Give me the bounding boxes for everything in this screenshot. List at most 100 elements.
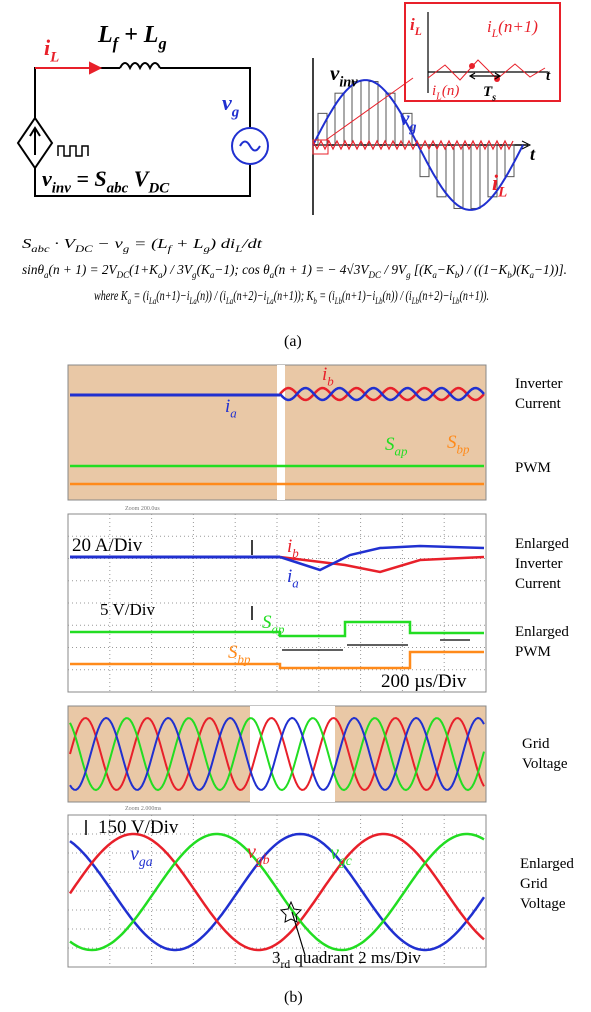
label-part: S	[228, 642, 238, 663]
label-part: quadrant 2 ms/Div	[290, 948, 421, 967]
label-part: = S	[71, 166, 107, 191]
subscript: bp	[238, 652, 251, 667]
subscript: L	[497, 185, 507, 201]
caption: (a)	[284, 333, 302, 350]
label-part: v	[42, 166, 52, 191]
label-part: ) / ((1−K	[458, 263, 508, 278]
caption: (b)	[284, 989, 303, 1006]
label-part: −K	[437, 263, 455, 278]
label-part: [(K	[411, 263, 433, 278]
label-part: (n)) / (i	[197, 289, 226, 304]
subscript: L	[491, 27, 498, 40]
side-label: Inverter	[515, 556, 562, 572]
subscript: a	[230, 406, 236, 421]
label-part: / 9V	[381, 263, 407, 278]
label-part: −1))].	[534, 263, 567, 278]
label-part: + L	[171, 237, 204, 252]
subscript: L	[49, 50, 59, 66]
label-part: (n+1)−i	[156, 289, 189, 304]
label-part: S	[385, 434, 395, 455]
label-part: sinθ	[22, 263, 44, 278]
scale-label: 20 A/Div	[72, 535, 143, 556]
subscript: DC	[147, 181, 170, 197]
current-arrowhead	[90, 63, 100, 73]
t-label: t	[530, 144, 536, 164]
period-arrow	[470, 73, 500, 79]
pwm-pulse	[369, 82, 378, 145]
subscript: DC	[368, 271, 382, 281]
scope-window	[277, 365, 285, 500]
side-label: Voltage	[520, 896, 566, 912]
label-part: v	[222, 90, 232, 115]
subscript: bp	[457, 442, 470, 457]
label-part: S	[447, 432, 457, 453]
zoom-label: Zoom 2.000ms	[125, 806, 162, 812]
label-part: = (i	[131, 289, 149, 304]
subscript: abc	[107, 181, 129, 197]
subscript: g	[157, 34, 166, 53]
scale-label: 5 V/Div	[100, 600, 155, 619]
subscript: L	[414, 25, 422, 38]
subscript: ap	[395, 444, 408, 459]
subscript: b	[327, 374, 334, 389]
subscript: inv	[52, 181, 71, 197]
label-part: 3	[272, 948, 281, 967]
subscript: ap	[272, 622, 285, 637]
label-part: (n+1)); K	[274, 289, 314, 304]
label-part: L	[97, 22, 113, 48]
label-part: ) / 3V	[162, 263, 194, 278]
inset-wave	[428, 60, 545, 80]
pwm-pulse	[437, 145, 446, 197]
inset-sample-label: iL(n)	[432, 83, 459, 103]
label-part: v	[330, 842, 339, 864]
side-label: PWM	[515, 644, 551, 660]
subscript: gb	[256, 852, 270, 867]
subscript: DC	[74, 245, 94, 255]
subscript: g	[231, 105, 240, 121]
side-label: Current	[515, 576, 562, 592]
subscript: Lb	[411, 297, 419, 307]
label-part: (n)	[442, 83, 460, 99]
quadrant-label: 3rd quadrant 2 ms/Div	[272, 948, 421, 971]
label-part: + L	[118, 22, 158, 48]
current-label: iL	[44, 35, 59, 66]
label-part: v	[130, 843, 139, 865]
equation: where Ka = (iLa(n+1)−iLa(n)) / (iLa(n+2)…	[94, 289, 489, 307]
subscript: s	[491, 93, 496, 104]
grid-source-sine	[240, 142, 260, 151]
label-part: − v	[93, 237, 124, 252]
inset-point	[469, 63, 475, 69]
subscript: b	[292, 546, 299, 561]
side-label: Voltage	[522, 756, 568, 772]
label-part: S	[22, 237, 31, 252]
side-label: PWM	[515, 460, 551, 476]
label-part: S	[262, 612, 272, 633]
inverter-voltage-label: vinv = Sabc VDC	[42, 166, 170, 197]
subscript: L	[234, 245, 242, 255]
side-label: Enlarged	[520, 856, 574, 872]
label-part: −1); cos θ	[214, 263, 269, 278]
subscript: a	[292, 576, 298, 591]
side-label: Current	[515, 396, 562, 412]
label-part: (n + 1) = 2V	[49, 263, 118, 278]
scopes	[68, 365, 486, 967]
vinv-label: vinv	[330, 61, 358, 90]
label-part: (n)) / (i	[383, 289, 412, 304]
scale-label: 150 V/Div	[98, 817, 179, 838]
label-part: (n+2)−i	[233, 289, 266, 304]
subscript: g	[408, 119, 416, 135]
label-part: (n+2)−i	[419, 289, 452, 304]
inset-t-label: t	[546, 68, 551, 84]
side-label: Inverter	[515, 376, 562, 392]
label-part: (n+1)−i	[342, 289, 375, 304]
subscript: Lb	[334, 297, 342, 307]
label-part: V	[128, 166, 151, 191]
subscript: La	[148, 297, 156, 307]
pwm-pulse	[352, 82, 361, 145]
equation: sinθa(n + 1) = 2VDC(1+Ka) / 3Vg(Ka−1); c…	[22, 263, 567, 281]
pwm-symbol	[58, 146, 88, 156]
subscript: Lb	[375, 297, 383, 307]
label-part: (n+1)	[498, 17, 538, 36]
subscript: ga	[139, 854, 153, 869]
